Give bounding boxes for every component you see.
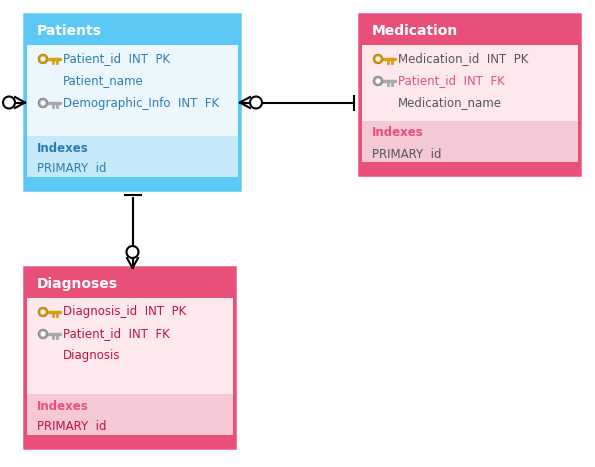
Text: Patient_id  INT  FK: Patient_id INT FK [398,75,505,87]
Text: Patient_name: Patient_name [63,75,144,87]
Circle shape [41,332,45,336]
FancyBboxPatch shape [25,15,240,190]
Text: Indexes: Indexes [372,127,424,140]
Circle shape [41,57,45,61]
Bar [27,45,238,136]
Text: Patients: Patients [37,24,102,38]
Circle shape [376,79,380,83]
FancyBboxPatch shape [26,269,234,299]
Circle shape [39,99,48,107]
Text: Medication_name: Medication_name [398,97,502,109]
Circle shape [376,57,380,61]
Text: Medication: Medication [372,24,458,38]
Bar [27,298,233,394]
FancyBboxPatch shape [25,268,235,448]
Bar [27,394,233,438]
Bar [362,45,578,121]
Text: Patient_id  INT  FK: Patient_id INT FK [63,327,170,340]
Text: Diagnosis: Diagnosis [63,349,121,362]
Circle shape [39,307,48,317]
Circle shape [374,77,383,85]
Text: PRIMARY  id: PRIMARY id [37,420,107,433]
Bar [27,136,238,180]
Text: PRIMARY  id: PRIMARY id [372,148,441,161]
Text: Indexes: Indexes [37,399,89,412]
Text: Demographic_Info  INT  FK: Demographic_Info INT FK [63,97,219,109]
Text: Diagnoses: Diagnoses [37,277,118,291]
Text: Indexes: Indexes [37,142,89,155]
FancyBboxPatch shape [361,162,579,176]
Text: Medication_id  INT  PK: Medication_id INT PK [398,52,528,65]
Text: Diagnosis_id  INT  PK: Diagnosis_id INT PK [63,305,186,318]
FancyBboxPatch shape [26,177,239,191]
Circle shape [41,310,45,314]
Text: PRIMARY  id: PRIMARY id [37,163,107,176]
Circle shape [39,330,48,339]
FancyBboxPatch shape [26,16,239,46]
FancyBboxPatch shape [26,435,234,449]
Circle shape [374,55,383,64]
FancyBboxPatch shape [360,15,580,175]
FancyBboxPatch shape [361,16,579,46]
Bar [362,121,578,165]
Circle shape [39,55,48,64]
Circle shape [41,101,45,105]
Text: Patient_id  INT  PK: Patient_id INT PK [63,52,170,65]
